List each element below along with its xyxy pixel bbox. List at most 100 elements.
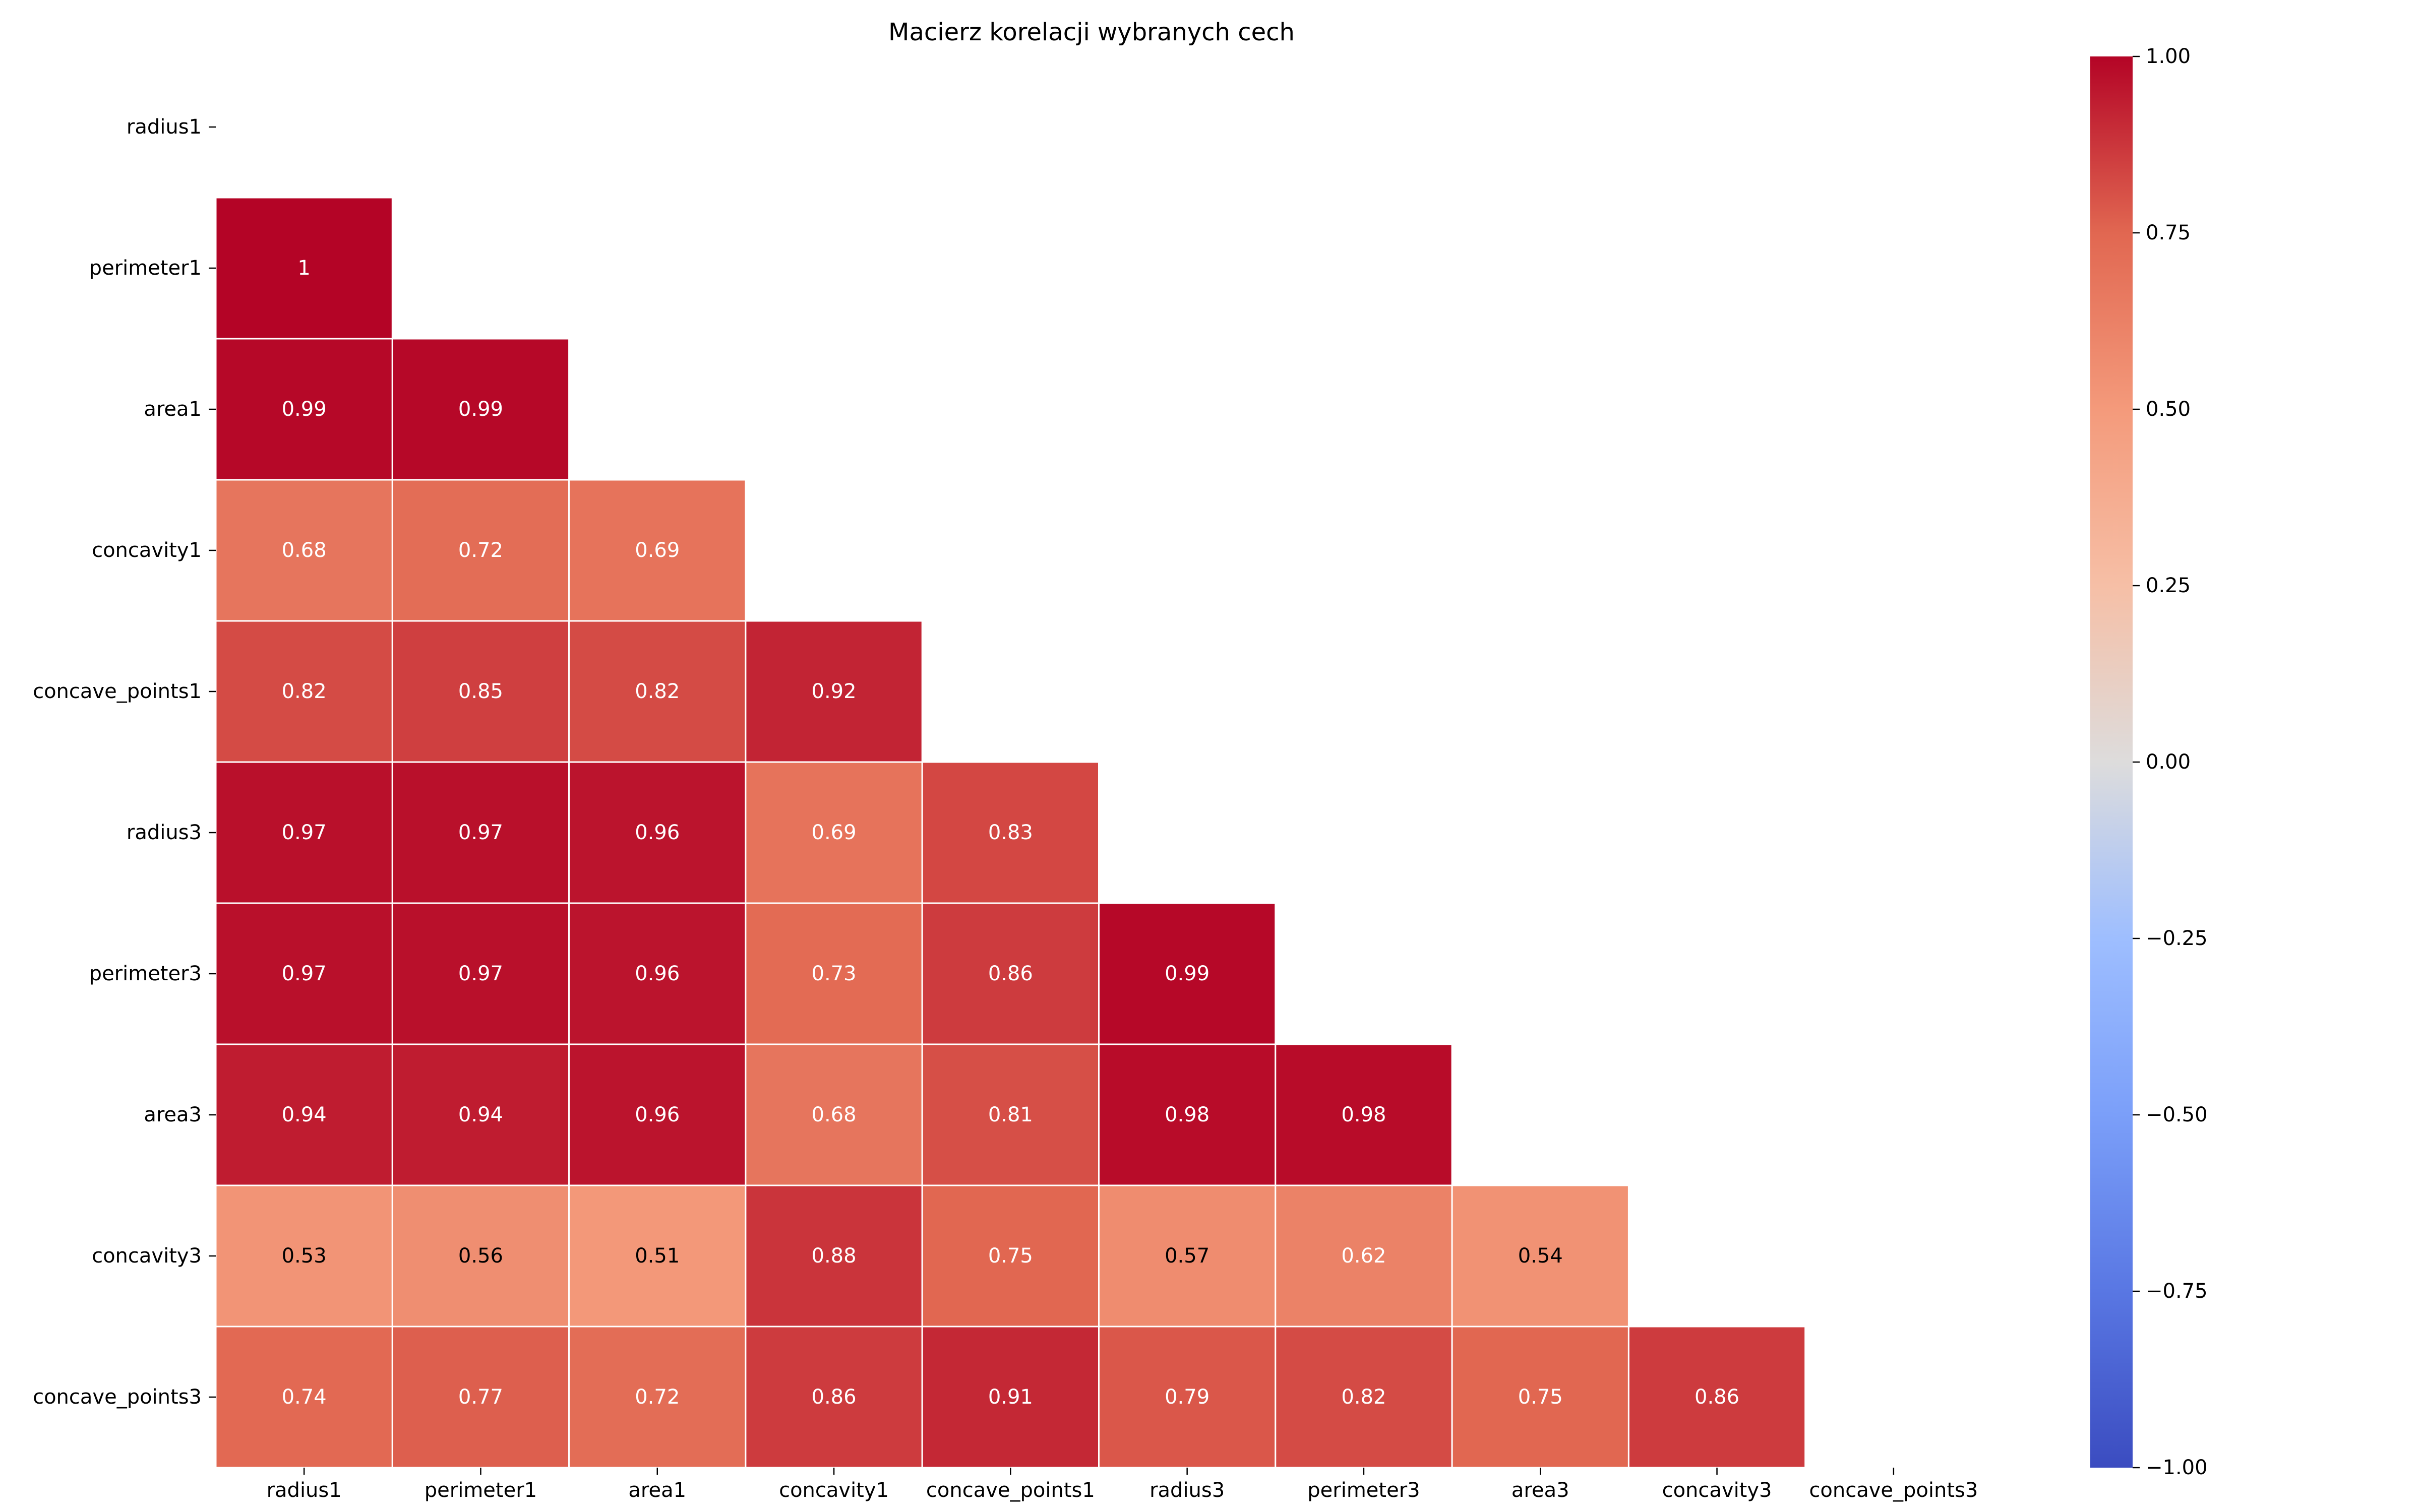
colorbar-tick-label: −1.00 — [2146, 1456, 2208, 1479]
heatmap-cell-value: 0.99 — [1165, 962, 1209, 985]
heatmap-cell — [391, 338, 570, 481]
heatmap-cell — [391, 761, 570, 904]
row-labels: radius1 perimeter1 area1 concavity1 concave_… — [33, 115, 216, 1409]
heatmap-cell-value: 0.68 — [282, 539, 327, 562]
heatmap-cell-value: 0.86 — [812, 1385, 857, 1409]
heatmap-cell-value: 0.53 — [282, 1244, 327, 1268]
colorbar-gradient — [2090, 56, 2133, 1468]
column-label: radius3 — [1150, 1479, 1225, 1502]
heatmap-cell-value: 0.56 — [458, 1244, 503, 1268]
heatmap-cell-value: 0.68 — [812, 1103, 857, 1126]
heatmap-cell-value: 0.54 — [1518, 1244, 1563, 1268]
heatmap-cell — [568, 902, 747, 1045]
row-label: concavity3 — [92, 1244, 202, 1268]
colorbar-tick-label: −0.75 — [2146, 1280, 2208, 1303]
heatmap-cell-value: 0.82 — [282, 680, 327, 703]
heatmap-cell-value: 0.75 — [988, 1244, 1033, 1268]
heatmap-cells: 1 0.99 0.99 0.68 0.72 0.69 0.82 0.85 0.82 0.92 0.9… — [215, 197, 1806, 1469]
heatmap-cell — [745, 902, 923, 1045]
heatmap-cell-value: 0.82 — [1341, 1385, 1386, 1409]
column-label: area3 — [1511, 1479, 1569, 1502]
heatmap-cell-value: 0.69 — [812, 821, 857, 844]
row-label: radius1 — [127, 115, 202, 139]
heatmap-cell-value: 0.85 — [458, 680, 503, 703]
heatmap-cell-value: 0.57 — [1165, 1244, 1209, 1268]
heatmap-cell — [215, 1043, 393, 1186]
heatmap-cell — [391, 620, 570, 763]
heatmap-cell-value: 0.92 — [812, 680, 857, 703]
heatmap-cell — [391, 902, 570, 1045]
heatmap-cell — [215, 479, 393, 622]
chart-title: Macierz korelacji wybranych cech — [888, 18, 1295, 46]
heatmap-cell — [391, 1326, 570, 1469]
column-label: perimeter1 — [425, 1479, 537, 1502]
heatmap-cell-value: 0.97 — [282, 962, 327, 985]
heatmap-cell — [1098, 1043, 1277, 1186]
heatmap-cell-value: 0.86 — [988, 962, 1033, 985]
heatmap-cell — [1098, 1326, 1277, 1469]
column-label: concave_points1 — [926, 1479, 1095, 1502]
heatmap-cell — [215, 1326, 393, 1469]
column-label: concavity1 — [779, 1479, 889, 1502]
heatmap-cell-value: 1 — [297, 257, 310, 280]
colorbar-tick-label: −0.25 — [2146, 927, 2208, 950]
colorbar-tick-label: 0.25 — [2146, 574, 2191, 597]
heatmap-cell-value: 0.51 — [635, 1244, 680, 1268]
heatmap-cell — [568, 761, 747, 904]
heatmap-cell-value: 0.72 — [635, 1385, 680, 1409]
column-label: area1 — [628, 1479, 686, 1502]
heatmap-cell-value: 0.94 — [282, 1103, 327, 1126]
heatmap-cell-value: 0.72 — [458, 539, 503, 562]
column-label: concave_points3 — [1809, 1479, 1978, 1502]
heatmap-cell-value: 0.91 — [988, 1385, 1033, 1409]
heatmap-cell — [215, 338, 393, 481]
heatmap-cell — [1627, 1326, 1806, 1469]
heatmap-cell-value: 0.98 — [1341, 1103, 1386, 1126]
row-label: perimeter3 — [89, 962, 202, 985]
heatmap-cell — [568, 479, 747, 622]
heatmap-cell — [921, 761, 1100, 904]
heatmap-cell-value: 0.99 — [458, 398, 503, 421]
heatmap-cell — [1451, 1184, 1629, 1328]
column-label: perimeter3 — [1307, 1479, 1420, 1502]
column-labels: radius1 perimeter1 area1 concavity1 concave_… — [267, 1468, 1978, 1502]
heatmap-cell-value: 0.98 — [1165, 1103, 1209, 1126]
heatmap-cell-value: 0.96 — [635, 962, 680, 985]
heatmap-cell-value: 0.82 — [635, 680, 680, 703]
colorbar-tick-label: 1.00 — [2146, 45, 2191, 68]
heatmap-cell-value: 0.96 — [635, 1103, 680, 1126]
row-label: radius3 — [127, 821, 202, 844]
heatmap-cell-value: 0.88 — [812, 1244, 857, 1268]
heatmap-cell-value: 0.81 — [988, 1103, 1033, 1126]
heatmap-cell — [391, 1043, 570, 1186]
heatmap-cell — [215, 1184, 393, 1328]
heatmap-cell-value: 0.79 — [1165, 1385, 1209, 1409]
heatmap-cell-value: 0.69 — [635, 539, 680, 562]
heatmap-cell-value: 0.86 — [1695, 1385, 1739, 1409]
row-label: concave_points3 — [33, 1385, 202, 1409]
column-label: radius1 — [267, 1479, 342, 1502]
heatmap-cell-value: 0.94 — [458, 1103, 503, 1126]
heatmap-cell — [921, 902, 1100, 1045]
heatmap-cell — [745, 1326, 923, 1469]
row-label: area1 — [144, 398, 202, 421]
heatmap-cell-value: 0.73 — [812, 962, 857, 985]
colorbar-tick-label: 0.75 — [2146, 221, 2191, 244]
heatmap-cell-value: 0.83 — [988, 821, 1033, 844]
row-label: concave_points1 — [33, 680, 202, 703]
colorbar: 1.00 0.75 0.50 0.25 0.00 −0.25 −0.50 −0.75 −1.00 — [2090, 45, 2208, 1479]
heatmap-cell-value: 0.74 — [282, 1385, 327, 1409]
heatmap-cell — [391, 479, 570, 622]
row-label: area3 — [144, 1103, 202, 1126]
colorbar-tick-label: 0.50 — [2146, 398, 2191, 421]
colorbar-tick-label: −0.50 — [2146, 1103, 2208, 1126]
heatmap-cell-value: 0.77 — [458, 1385, 503, 1409]
heatmap-cell — [1275, 1184, 1453, 1328]
column-label: concavity3 — [1662, 1479, 1772, 1502]
heatmap-cell — [568, 1326, 747, 1469]
heatmap-cell-value: 0.97 — [282, 821, 327, 844]
heatmap-cell — [215, 197, 393, 340]
heatmap-cell-value: 0.62 — [1341, 1244, 1386, 1268]
heatmap-cell-value: 0.96 — [635, 821, 680, 844]
